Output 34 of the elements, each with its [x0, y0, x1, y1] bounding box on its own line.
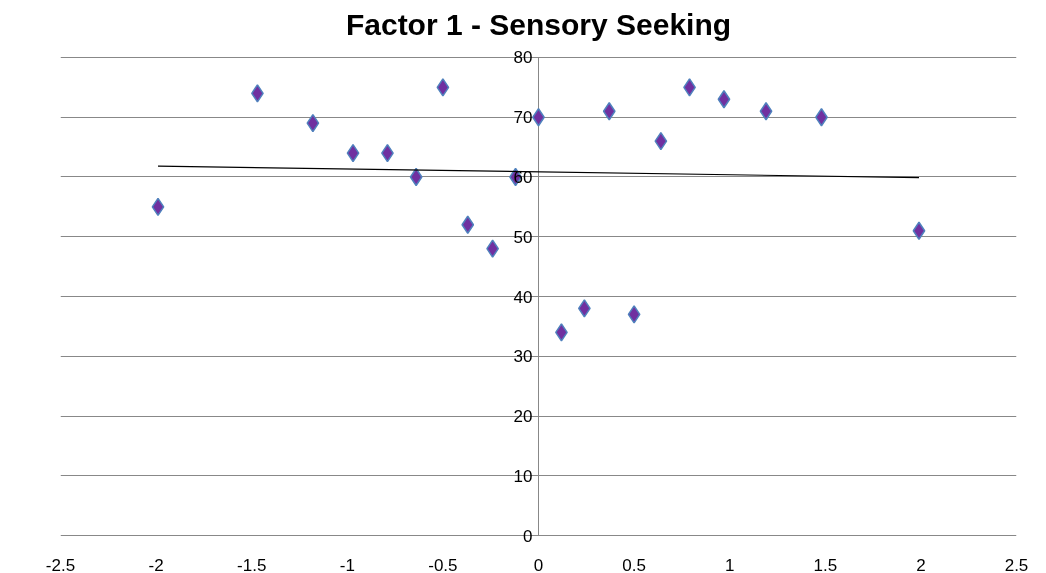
- y-tick-label: 0: [523, 526, 533, 546]
- y-tick-label: 30: [513, 347, 533, 367]
- x-tick-label: -1.5: [237, 555, 267, 573]
- point: [346, 143, 360, 163]
- point: [306, 113, 320, 133]
- x-tick-label: 1: [724, 555, 735, 573]
- y-tick-label: 10: [513, 466, 533, 486]
- point: [602, 101, 616, 121]
- point: [654, 131, 668, 151]
- x-tick-label: 1.5: [813, 555, 838, 573]
- point: [151, 197, 165, 217]
- point: [627, 305, 641, 324]
- point: [912, 221, 926, 241]
- point: [409, 167, 423, 187]
- point: [759, 101, 773, 121]
- x-tick-label: -0.5: [428, 555, 458, 573]
- y-tick-label: 40: [513, 287, 533, 307]
- x-tick-label: -1: [339, 555, 355, 573]
- point: [717, 90, 731, 109]
- y-tick-label: 20: [513, 407, 533, 427]
- x-tick-label: 0.5: [622, 555, 646, 573]
- point: [577, 299, 591, 318]
- point: [486, 239, 500, 258]
- x-tick-label: 0: [533, 555, 544, 573]
- chart-title: Factor 1 - Sensory Seeking: [345, 7, 732, 41]
- x-tick-label: 2: [916, 555, 926, 573]
- point: [461, 215, 475, 235]
- y-tick-label: 70: [513, 108, 533, 128]
- y-tick-label: 50: [513, 227, 533, 247]
- y-tick-label: 80: [513, 48, 533, 68]
- point: [436, 78, 450, 97]
- x-tick-label: 2.5: [1004, 555, 1029, 573]
- x-tick-label: -2.5: [45, 555, 76, 573]
- x-tick-label: -2: [148, 555, 164, 573]
